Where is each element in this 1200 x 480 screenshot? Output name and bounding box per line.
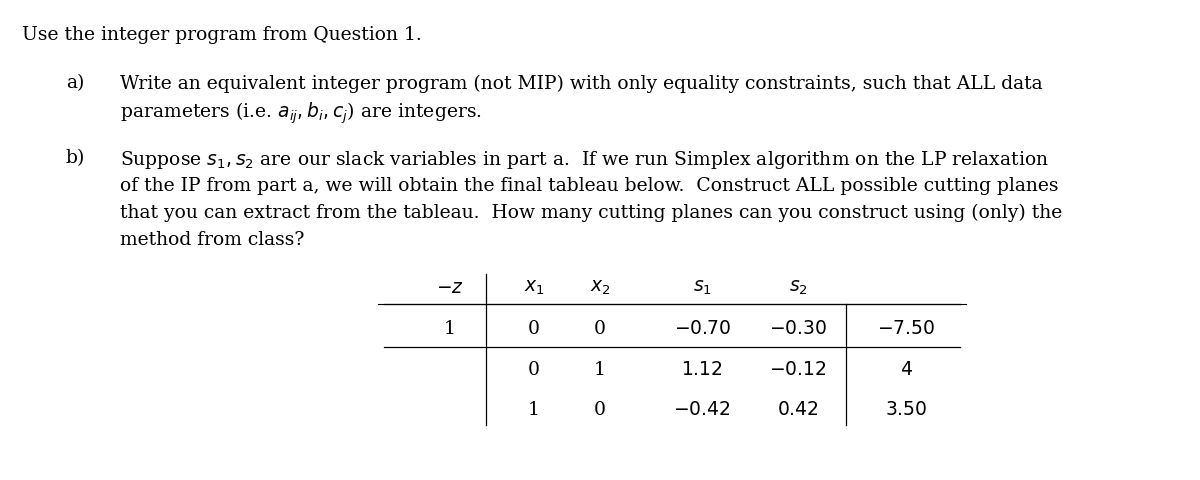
Text: $s_1$: $s_1$: [692, 279, 712, 297]
Text: 1: 1: [444, 320, 456, 338]
Text: b): b): [66, 149, 85, 167]
Text: Suppose $s_1, s_2$ are our slack variables in part a.  If we run Simplex algorit: Suppose $s_1, s_2$ are our slack variabl…: [120, 149, 1049, 171]
Text: 0: 0: [528, 360, 540, 379]
Text: of the IP from part a, we will obtain the final tableau below.  Construct ALL po: of the IP from part a, we will obtain th…: [120, 177, 1058, 195]
Text: $-0.70$: $-0.70$: [673, 320, 731, 338]
Text: that you can extract from the tableau.  How many cutting planes can you construc: that you can extract from the tableau. H…: [120, 204, 1062, 222]
Text: $s_2$: $s_2$: [788, 279, 808, 297]
Text: 0: 0: [594, 401, 606, 420]
Text: $x_1$: $x_1$: [523, 279, 545, 297]
Text: Use the integer program from Question 1.: Use the integer program from Question 1.: [22, 26, 421, 45]
Text: parameters (i.e. $a_{ij}, b_i, c_j$) are integers.: parameters (i.e. $a_{ij}, b_i, c_j$) are…: [120, 101, 482, 126]
Text: a): a): [66, 74, 84, 93]
Text: $-0.12$: $-0.12$: [769, 360, 827, 379]
Text: $-0.30$: $-0.30$: [769, 320, 827, 338]
Text: method from class?: method from class?: [120, 231, 305, 250]
Text: 0: 0: [528, 320, 540, 338]
Text: 1: 1: [594, 360, 606, 379]
Text: $1.12$: $1.12$: [682, 360, 722, 379]
Text: $4$: $4$: [900, 360, 912, 379]
Text: $-7.50$: $-7.50$: [877, 320, 935, 338]
Text: 0: 0: [594, 320, 606, 338]
Text: $3.50$: $3.50$: [884, 401, 928, 420]
Text: $-0.42$: $-0.42$: [673, 401, 731, 420]
Text: $0.42$: $0.42$: [778, 401, 818, 420]
Text: Write an equivalent integer program (not MIP) with only equality constraints, su: Write an equivalent integer program (not…: [120, 74, 1043, 93]
Text: $-z$: $-z$: [436, 279, 464, 297]
Text: 1: 1: [528, 401, 540, 420]
Text: $x_2$: $x_2$: [589, 279, 611, 297]
